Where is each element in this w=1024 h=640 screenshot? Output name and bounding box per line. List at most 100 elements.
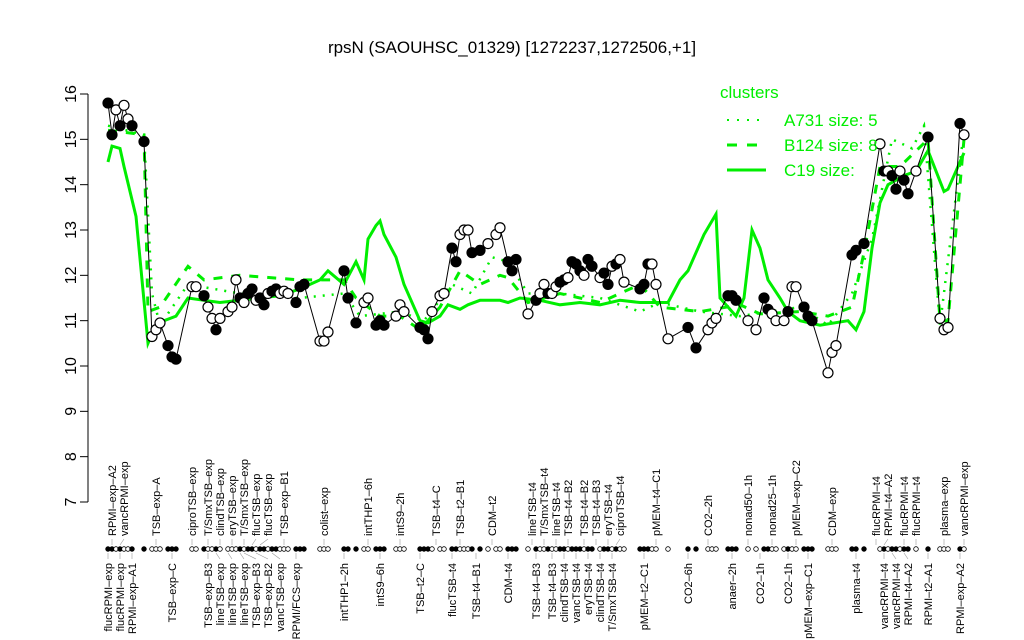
x-label-bottom: plasma–t4 (851, 563, 863, 614)
data-point (210, 324, 222, 336)
data-point (362, 292, 374, 304)
x-label-bottom: RPMI–exp–A1 (127, 563, 139, 634)
data-point (482, 238, 494, 250)
sample-marker (193, 546, 199, 552)
x-label-bottom: TSB–t4–B3 (547, 563, 559, 619)
sample-marker (745, 546, 751, 552)
chart-title: rpsN (SAOUHSC_01329) [1272237,1272506,+1… (328, 38, 696, 57)
x-label-bottom: intS9–6h (375, 563, 387, 606)
data-point (322, 326, 334, 338)
x-label-bottom: TSB–t4–B1 (471, 563, 483, 619)
x-label-top: vancRPMI–exp (119, 461, 131, 536)
data-point (538, 278, 550, 290)
data-point (586, 260, 598, 272)
sample-marker (157, 546, 163, 552)
data-point (578, 269, 590, 281)
sample-marker (477, 546, 483, 552)
x-label-top: TSB–t2–B1 (455, 480, 467, 536)
y-tick-label: 9 (63, 407, 80, 416)
x-label-leader (119, 538, 125, 546)
x-label-top: eryTSB–exp (227, 475, 239, 536)
data-point (858, 238, 870, 250)
data-point (898, 174, 910, 186)
x-label-bottom: clindTSB–t4 (595, 563, 607, 622)
data-point (790, 281, 802, 293)
data-point (806, 315, 818, 327)
y-tick-label: 15 (63, 130, 80, 148)
data-point (750, 324, 762, 336)
data-point (426, 306, 438, 318)
y-tick-label: 11 (63, 312, 80, 329)
data-point (778, 315, 790, 327)
data-point (782, 306, 794, 318)
data-point (690, 342, 702, 354)
x-label-top: nonad25–1h (767, 475, 779, 536)
data-point (214, 312, 226, 324)
x-label-bottom: flucTSB–t4 (447, 563, 459, 617)
y-tick-label: 13 (63, 221, 80, 239)
x-label-leader (259, 538, 269, 546)
legend: clusters A731 size: 5 B124 size: 8 C19 s… (720, 83, 878, 180)
legend-title: clusters (720, 83, 779, 102)
x-label-bottom: anaer–2h (727, 563, 739, 610)
data-point (614, 253, 626, 266)
x-label-bottom: intTHP1–2h (339, 563, 351, 621)
x-label-bottom: RPMI–t4–A2 (903, 563, 915, 625)
data-point (102, 97, 114, 109)
x-label-top: lineTSB–t4 (527, 482, 539, 536)
data-point (758, 292, 770, 304)
sample-marker (753, 546, 759, 552)
x-label-top: flucTSB–exp (251, 474, 263, 536)
data-point (510, 253, 522, 266)
data-point (118, 99, 130, 111)
x-label-bottom: flucRPMI–exp (103, 563, 115, 631)
sample-marker (497, 546, 503, 552)
data-point (170, 353, 182, 365)
data-point (830, 340, 842, 352)
sample-marker (381, 546, 387, 552)
x-label-top: TSB–exp–B1 (279, 471, 291, 536)
data-point (682, 321, 694, 334)
y-axis: 7 8 9 10 11 12 13 14 15 16 (63, 85, 89, 506)
x-label-bottom: vancRPMI–t4 (879, 563, 891, 629)
data-point (958, 129, 970, 141)
sample-marker (961, 546, 967, 552)
x-label-bottom: TSB–exp–B3 (203, 563, 215, 628)
x-label-bottom: CDM–t4 (503, 563, 515, 603)
x-label-bottom: TSB–t2–C (415, 563, 427, 614)
data-point (922, 131, 934, 143)
x-label-top: TSB–t4–B2 (563, 480, 575, 536)
data-point (730, 294, 742, 306)
data-point (342, 292, 354, 304)
data-point (638, 278, 650, 290)
data-point (338, 265, 350, 277)
data-point (910, 165, 922, 177)
data-point (474, 244, 486, 256)
x-label-top: lineTSB–t4 (551, 482, 563, 536)
x-label-top: nonad50–1h (743, 475, 755, 536)
x-label-top: vancRPMI–exp (959, 461, 971, 536)
sample-marker (653, 546, 659, 552)
x-label-bottom: T/SmxTSB–t4 (607, 563, 619, 631)
data-point (114, 120, 126, 132)
sample-marker (325, 546, 331, 552)
data-point (850, 244, 862, 256)
x-label-top: flucRPMI–t4 (899, 476, 911, 536)
data-point (462, 224, 474, 236)
sample-marker (353, 546, 359, 552)
y-tick-label: 14 (63, 176, 80, 194)
x-label-top: TSB–t4–C (431, 485, 443, 536)
sample-marker (905, 546, 911, 552)
x-label-leader (255, 552, 269, 560)
sample-marker (485, 546, 491, 552)
x-label-bottom: RPMI–exp–A2 (955, 563, 967, 634)
data-point (106, 129, 118, 141)
x-label-top: TSB–exp–A (151, 477, 163, 536)
sample-marker (809, 546, 815, 552)
x-label-bottom: vancTSB–t4 (571, 563, 583, 623)
sample-marker (793, 546, 799, 552)
data-point (246, 283, 258, 295)
sample-marker (945, 546, 951, 552)
x-label-top: clindTSB–exp (215, 468, 227, 536)
data-point (138, 136, 150, 148)
